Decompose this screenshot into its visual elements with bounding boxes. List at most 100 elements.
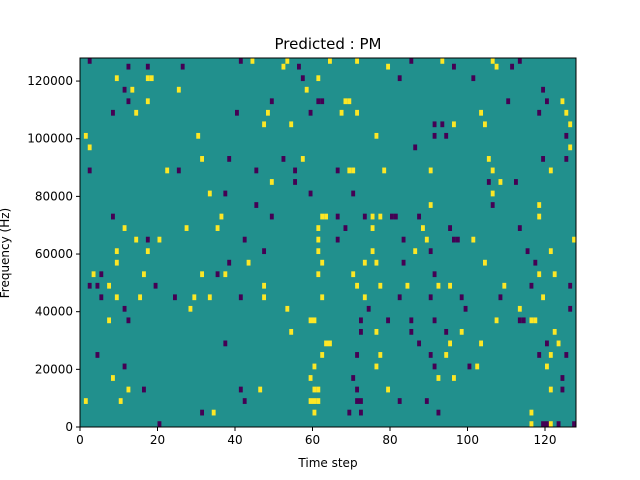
heatmap-cell <box>114 75 119 82</box>
x-tick-label: 0 <box>76 433 84 447</box>
heatmap-cell <box>432 121 437 128</box>
heatmap-cell <box>200 271 205 278</box>
heatmap-cell <box>355 352 360 358</box>
heatmap-cell <box>87 167 92 174</box>
heatmap-cell <box>490 202 495 208</box>
heatmap-cell <box>560 98 565 105</box>
heatmap-cell <box>568 144 573 151</box>
heatmap-cell <box>486 179 491 185</box>
heatmap-cell <box>351 375 356 381</box>
heatmap-cell <box>494 317 499 324</box>
heatmap-cell <box>475 363 480 370</box>
heatmap-cell <box>386 317 391 324</box>
heatmap-cell <box>316 75 321 82</box>
heatmap-cell <box>254 202 259 208</box>
heatmap-cell <box>382 167 387 174</box>
heatmap-cell <box>316 386 321 393</box>
heatmap-cell <box>432 363 437 370</box>
heatmap-cell <box>134 109 139 116</box>
heatmap-cell <box>114 294 119 301</box>
heatmap-cell <box>548 352 553 358</box>
heatmap-cell <box>335 213 340 220</box>
heatmap-cell <box>316 236 321 243</box>
heatmap-cell <box>254 167 259 174</box>
heatmap-cell <box>541 421 546 427</box>
heatmap-cell <box>548 167 553 174</box>
heatmap-cell <box>452 236 456 243</box>
heatmap-cell <box>359 398 363 404</box>
heatmap-cell <box>378 352 383 358</box>
heatmap-cell <box>281 63 286 70</box>
heatmap-cell <box>517 58 522 64</box>
heatmap-cell <box>564 109 569 116</box>
heatmap-cell <box>223 190 228 197</box>
heatmap-cell <box>564 352 569 358</box>
heatmap-cell <box>351 167 356 174</box>
heatmap-cell <box>304 86 309 93</box>
heatmap-cell <box>285 58 290 64</box>
heatmap-cell <box>537 213 542 220</box>
heatmap-cell <box>289 121 294 128</box>
heatmap-cell <box>374 363 379 370</box>
x-tick-label: 100 <box>456 433 479 447</box>
heatmap-cell <box>312 409 317 416</box>
heatmap-cell <box>424 236 429 243</box>
heatmap-cell <box>374 132 379 139</box>
heatmap-cell <box>417 340 422 347</box>
heatmap-cell <box>238 294 243 301</box>
heatmap-cell <box>397 398 402 404</box>
plot-frame <box>79 57 577 428</box>
heatmap-cell <box>300 75 305 82</box>
heatmap-cell <box>537 202 542 208</box>
heatmap-cell <box>312 363 317 370</box>
heatmap-cell <box>517 305 522 312</box>
heatmap-cell <box>378 213 383 220</box>
heatmap-cell <box>428 294 433 301</box>
heatmap-cell <box>324 340 329 347</box>
heatmap-cell <box>386 63 391 70</box>
heatmap-cell <box>479 340 484 347</box>
heatmap-cell <box>533 317 538 324</box>
heatmap-cell <box>537 352 542 358</box>
plot-area <box>79 57 577 428</box>
heatmap-cell <box>572 421 577 427</box>
heatmap-cell <box>483 121 487 128</box>
heatmap-cell <box>180 63 185 70</box>
heatmap-cell <box>459 294 464 301</box>
y-tick-label: 120000 <box>27 74 73 88</box>
heatmap-cell <box>95 352 100 358</box>
heatmap-cell <box>502 282 507 289</box>
y-tick-label: 80000 <box>35 189 73 203</box>
heatmap-cell <box>545 363 549 370</box>
heatmap-cell <box>397 75 402 82</box>
heatmap-cell <box>343 225 348 231</box>
heatmap-cell <box>370 213 375 220</box>
heatmap-cell <box>87 144 92 151</box>
heatmap-cell <box>498 179 503 185</box>
heatmap-cell <box>142 271 146 278</box>
heatmap-cell <box>145 75 150 82</box>
heatmap-cell <box>312 398 317 404</box>
heatmap-cell <box>111 213 115 220</box>
heatmap-cell <box>417 213 422 220</box>
heatmap-cell <box>262 121 267 128</box>
heatmap-cell <box>320 259 325 266</box>
heatmap-cell <box>351 271 356 278</box>
heatmap-cell <box>130 86 135 93</box>
heatmap-cell <box>401 259 406 266</box>
heatmap-cell <box>126 63 131 70</box>
heatmap-cell <box>196 132 201 139</box>
x-tick-label: 60 <box>305 433 320 447</box>
heatmap-cell <box>111 109 115 116</box>
heatmap-cell <box>122 363 127 370</box>
heatmap-cell <box>114 259 119 266</box>
heatmap-cell <box>471 236 476 243</box>
heatmap-cell <box>308 317 313 324</box>
heatmap-cell <box>421 225 425 231</box>
heatmap-cell <box>300 156 305 162</box>
heatmap-cell <box>145 98 150 105</box>
heatmap-cell <box>359 328 363 335</box>
x-tick-label: 40 <box>227 433 242 447</box>
heatmap-cell <box>134 236 139 243</box>
